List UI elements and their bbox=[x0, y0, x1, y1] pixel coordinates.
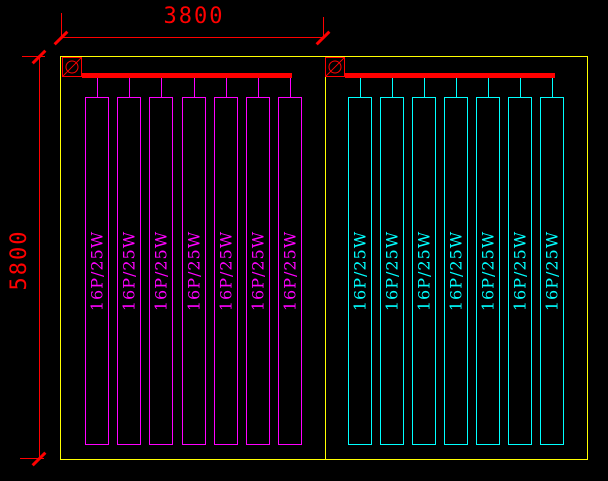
busbar-drop-line bbox=[424, 78, 425, 97]
busbar-drop-line bbox=[360, 78, 361, 97]
busbar-left bbox=[82, 73, 292, 78]
bar-label: 16P/25W bbox=[216, 230, 236, 312]
lamp-bar-left-5: 16P/25W bbox=[214, 97, 238, 445]
left-dimension-extension-bottom bbox=[20, 458, 44, 459]
lamp-bar-left-2: 16P/25W bbox=[117, 97, 141, 445]
busbar-drop-line bbox=[552, 78, 553, 97]
left-dimension-text: 5800 bbox=[7, 229, 32, 291]
bar-label: 16P/25W bbox=[184, 230, 204, 312]
busbar-drop-line bbox=[226, 78, 227, 97]
left-dimension-line bbox=[39, 56, 40, 459]
bar-label: 16P/25W bbox=[414, 230, 434, 312]
busbar-drop-line bbox=[129, 78, 130, 97]
circle-icon bbox=[328, 60, 342, 74]
bar-label: 16P/25W bbox=[478, 230, 498, 312]
bar-label: 16P/25W bbox=[446, 230, 466, 312]
lamp-bar-left-1: 16P/25W bbox=[85, 97, 109, 445]
busbar-drop-line bbox=[97, 78, 98, 97]
busbar-drop-line bbox=[520, 78, 521, 97]
circle-icon bbox=[65, 60, 79, 74]
lamp-bar-right-1: 16P/25W bbox=[348, 97, 372, 445]
lamp-bar-right-7: 16P/25W bbox=[540, 97, 564, 445]
top-dimension-text: 3800 bbox=[163, 4, 225, 29]
lamp-bar-right-4: 16P/25W bbox=[444, 97, 468, 445]
busbar-right bbox=[345, 73, 555, 78]
panel-outline bbox=[60, 56, 588, 460]
busbar-drop-line bbox=[194, 78, 195, 97]
bar-label: 16P/25W bbox=[542, 230, 562, 312]
lamp-bar-right-2: 16P/25W bbox=[380, 97, 404, 445]
bar-label: 16P/25W bbox=[119, 230, 139, 312]
bar-label: 16P/25W bbox=[350, 230, 370, 312]
lamp-bar-right-3: 16P/25W bbox=[412, 97, 436, 445]
bar-label: 16P/25W bbox=[87, 230, 107, 312]
left-dimension-extension-top bbox=[22, 56, 45, 57]
bar-label: 16P/25W bbox=[280, 230, 300, 312]
busbar-drop-line bbox=[488, 78, 489, 97]
top-dimension-extension-right bbox=[323, 17, 324, 39]
top-dimension-line bbox=[61, 37, 323, 38]
lamp-bar-left-7: 16P/25W bbox=[278, 97, 302, 445]
feeder-symbol-left bbox=[62, 57, 82, 77]
bar-label: 16P/25W bbox=[510, 230, 530, 312]
bar-label: 16P/25W bbox=[151, 230, 171, 312]
lamp-bar-left-6: 16P/25W bbox=[246, 97, 270, 445]
feeder-symbol-right bbox=[325, 57, 345, 77]
bar-label: 16P/25W bbox=[248, 230, 268, 312]
busbar-drop-line bbox=[161, 78, 162, 97]
busbar-drop-line bbox=[258, 78, 259, 97]
top-dimension-extension-left bbox=[61, 13, 62, 39]
panel-divider-line bbox=[325, 56, 326, 460]
busbar-drop-line bbox=[392, 78, 393, 97]
busbar-drop-line bbox=[456, 78, 457, 97]
lamp-bar-right-5: 16P/25W bbox=[476, 97, 500, 445]
busbar-drop-line bbox=[290, 78, 291, 97]
lamp-bar-left-4: 16P/25W bbox=[182, 97, 206, 445]
lamp-bar-left-3: 16P/25W bbox=[149, 97, 173, 445]
bar-label: 16P/25W bbox=[382, 230, 402, 312]
lamp-bar-right-6: 16P/25W bbox=[508, 97, 532, 445]
